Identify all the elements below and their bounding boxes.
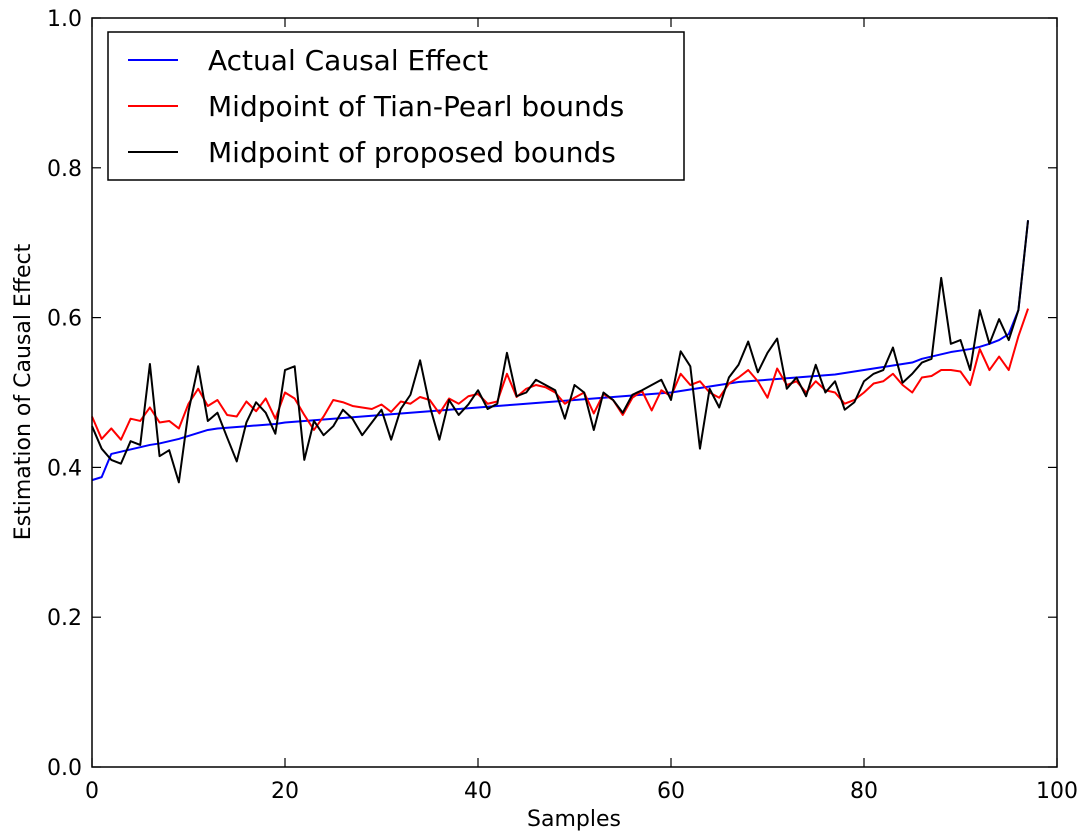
legend-label-1: Midpoint of Tian-Pearl bounds xyxy=(208,90,624,123)
x-tick-label: 100 xyxy=(1036,779,1078,804)
y-tick-label: 0.4 xyxy=(47,456,82,481)
legend: Actual Causal Effect Midpoint of Tian-Pea… xyxy=(107,31,685,181)
x-tick-label: 40 xyxy=(464,779,492,804)
y-tick-label: 1.0 xyxy=(47,7,82,32)
y-tick-label: 0.2 xyxy=(47,606,82,631)
series-layer xyxy=(91,220,1030,484)
x-tick-label: 20 xyxy=(271,779,299,804)
y-tick-label: 0.8 xyxy=(47,157,82,182)
series-line-2 xyxy=(91,220,1030,484)
legend-box xyxy=(107,31,685,181)
y-tick-label: 0.6 xyxy=(47,307,82,332)
y-axis-title: Estimation of Causal Effect xyxy=(11,243,36,540)
series-line-1 xyxy=(91,308,1029,441)
legend-label-2: Midpoint of proposed bounds xyxy=(208,136,616,169)
x-tick-label: 80 xyxy=(850,779,878,804)
x-tick-label: 0 xyxy=(85,779,99,804)
series-line-0 xyxy=(91,220,1030,482)
x-axis-title: Samples xyxy=(527,807,621,832)
plot-frame xyxy=(91,17,1058,768)
legend-label-0: Actual Causal Effect xyxy=(208,44,488,77)
x-tick-label: 60 xyxy=(657,779,685,804)
legend-entries: Actual Causal Effect Midpoint of Tian-Pea… xyxy=(128,44,624,169)
ticks-layer: 0 20 40 60 80 100 0.0 0.2 0.4 0.6 0.8 1.0 xyxy=(47,7,1078,804)
y-tick-label: 0.0 xyxy=(47,756,82,781)
